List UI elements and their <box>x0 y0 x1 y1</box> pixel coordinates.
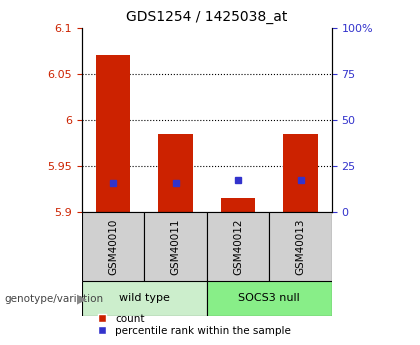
Bar <box>82 212 144 281</box>
Legend: count, percentile rank within the sample: count, percentile rank within the sample <box>87 309 295 340</box>
Text: GSM40013: GSM40013 <box>296 218 306 275</box>
Text: GSM40012: GSM40012 <box>233 218 243 275</box>
Text: wild type: wild type <box>119 294 170 303</box>
Bar <box>269 212 332 281</box>
Bar <box>96 55 130 212</box>
Text: SOCS3 null: SOCS3 null <box>239 294 300 303</box>
Bar <box>207 212 269 281</box>
Text: genotype/variation: genotype/variation <box>4 294 103 304</box>
Text: GSM40011: GSM40011 <box>171 218 181 275</box>
Bar <box>284 134 318 212</box>
Bar <box>207 281 332 316</box>
Bar <box>221 198 255 212</box>
Title: GDS1254 / 1425038_at: GDS1254 / 1425038_at <box>126 10 288 24</box>
Bar <box>144 212 207 281</box>
Bar <box>82 281 207 316</box>
Text: ▶: ▶ <box>77 293 87 306</box>
Bar <box>158 134 193 212</box>
Text: GSM40010: GSM40010 <box>108 218 118 275</box>
